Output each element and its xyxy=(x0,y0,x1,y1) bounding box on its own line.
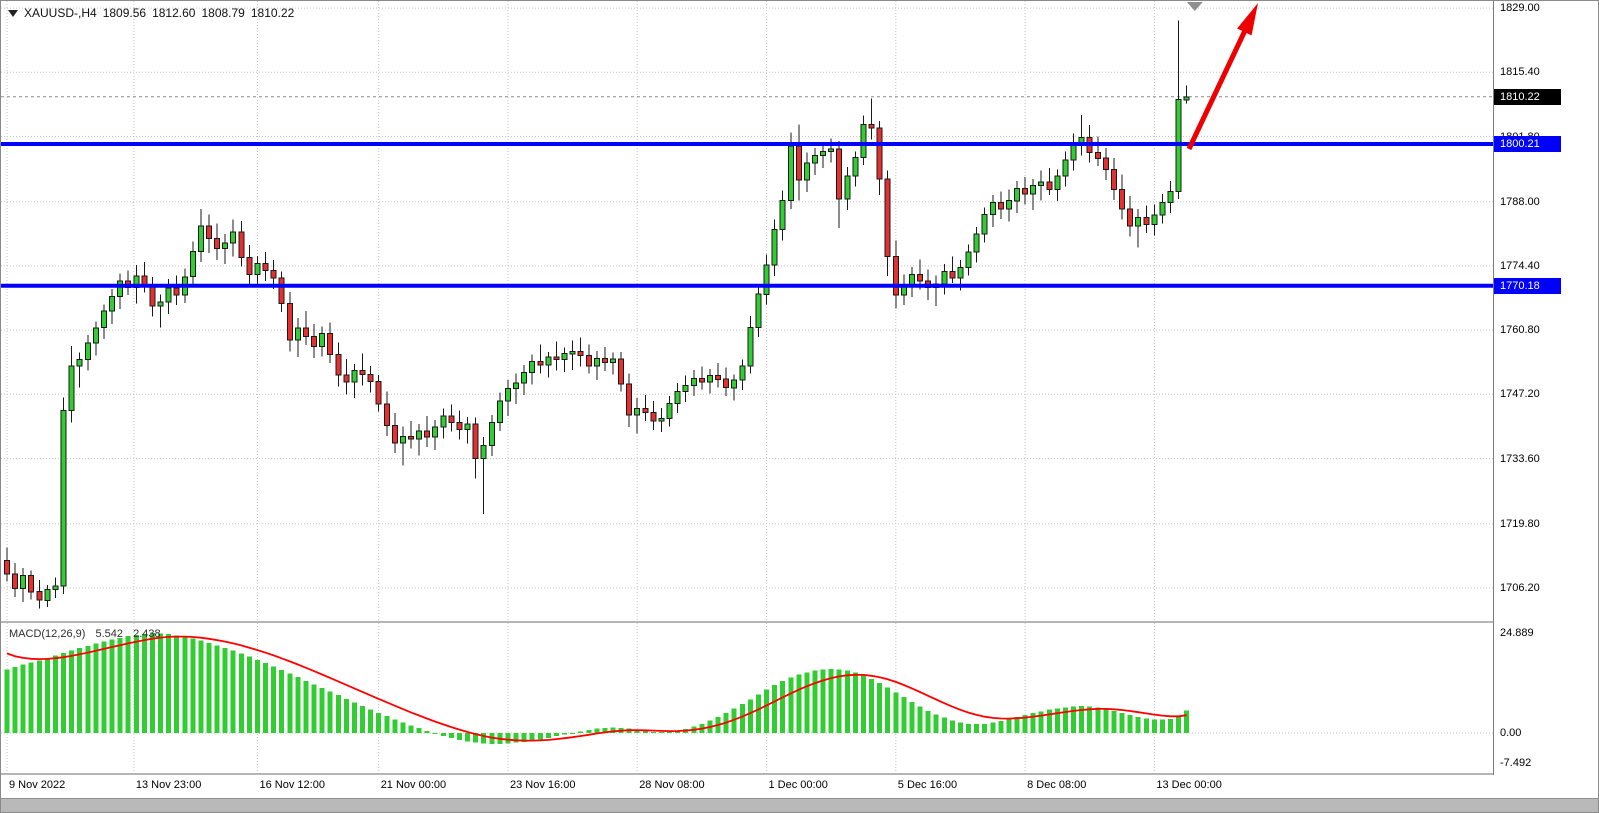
symbol-period-label: XAUUSD-,H4 xyxy=(24,6,97,20)
support-price-badge: 1770.18 xyxy=(1494,277,1561,294)
ohlc-close-value: 1810.22 xyxy=(250,6,295,20)
macd-main-value: 5.542 xyxy=(95,628,124,640)
macd-signal-line xyxy=(6,635,1187,742)
macd-indicator-label: MACD(12,26,9) 5.542 2.438 xyxy=(9,628,168,640)
price-axis-label: 1774.40 xyxy=(1500,259,1540,272)
time-axis-label: 1 Dec 00:00 xyxy=(768,779,828,791)
time-axis-label: 23 Nov 16:00 xyxy=(510,779,576,791)
macd-histogram xyxy=(4,633,1190,744)
price-axis-label: 1815.40 xyxy=(1500,66,1540,79)
current-price-badge: 1810.22 xyxy=(1494,88,1561,105)
time-axis-label: 16 Nov 12:00 xyxy=(259,779,325,791)
pane-separator[interactable] xyxy=(1,773,1598,775)
time-axis-label: 8 Dec 08:00 xyxy=(1027,779,1087,791)
time-axis-label: 5 Dec 16:00 xyxy=(897,779,958,791)
time-axis-label: 13 Nov 23:00 xyxy=(135,779,202,791)
ohlc-low-value: 1808.79 xyxy=(201,6,245,20)
chart-shift-marker xyxy=(1186,2,1203,11)
time-axis[interactable]: 9 Nov 2022 13 Nov 23:00 16 Nov 12:00 21 Nov… xyxy=(1,775,1598,798)
macd-axis-label: 0.00 xyxy=(1500,727,1522,739)
price-axis[interactable]: 1829.001815.401801.801788.001774.401760.… xyxy=(1493,1,1598,798)
price-axis-label: 1747.20 xyxy=(1500,388,1540,401)
price-axis-label: 1829.00 xyxy=(1500,2,1540,15)
ohlc-high-value: 1812.60 xyxy=(152,6,196,20)
chart-header: XAUUSD-,H4 1809.56 1812.60 1808.79 1810.… xyxy=(8,6,294,20)
pane-separator[interactable] xyxy=(1,621,1598,623)
time-axis-label: 13 Dec 00:00 xyxy=(1156,779,1222,791)
price-axis-label: 1706.20 xyxy=(1500,581,1540,594)
macd-name-label: MACD(12,26,9) xyxy=(9,628,86,640)
macd-axis-label: -7.492 xyxy=(1500,757,1532,770)
price-gridlines xyxy=(1,7,1493,589)
candlesticks xyxy=(4,20,1190,609)
macd-axis-label: 24.889 xyxy=(1500,627,1534,639)
time-gridlines xyxy=(6,1,1155,621)
price-axis-label: 1719.80 xyxy=(1500,517,1540,530)
time-axis-label: 28 Nov 08:00 xyxy=(639,779,705,791)
price-axis-label: 1733.60 xyxy=(1500,452,1540,465)
dropdown-arrow-icon[interactable] xyxy=(8,9,18,17)
resistance-price-badge: 1800.21 xyxy=(1494,136,1561,152)
window-bottom-strip xyxy=(1,798,1598,812)
trend-arrow-object[interactable] xyxy=(1186,3,1258,151)
macd-indicator-pane[interactable] xyxy=(1,623,1493,773)
main-chart-pane[interactable] xyxy=(1,1,1493,621)
time-axis-label: 21 Nov 00:00 xyxy=(380,779,447,791)
ohlc-open-value: 1809.56 xyxy=(102,6,147,20)
price-axis-label: 1760.80 xyxy=(1500,324,1540,337)
time-axis-label: 9 Nov 2022 xyxy=(9,779,66,791)
price-axis-label: 1788.00 xyxy=(1500,195,1540,208)
macd-signal-value: 2.438 xyxy=(133,628,161,640)
